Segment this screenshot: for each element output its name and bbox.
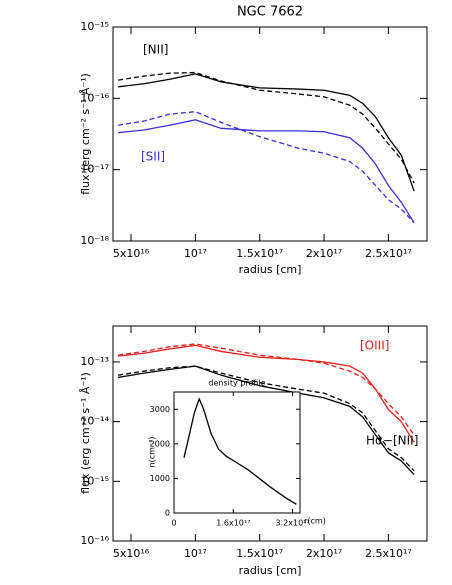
data-line	[118, 365, 415, 472]
y-tick-label: 0	[165, 509, 170, 518]
x-axis-label: r(cm)	[304, 517, 326, 526]
x-tick-label: 2x10¹⁷	[306, 247, 342, 260]
plot-frame	[112, 325, 428, 542]
x-tick-label: 1.6x10¹⁷	[216, 519, 250, 528]
y-axis-label: flux (erg cm⁻² s⁻¹ Å⁻¹)	[79, 73, 92, 195]
data-line	[183, 397, 297, 505]
y-tick-label: 2000	[150, 439, 170, 448]
data-line	[118, 343, 415, 436]
x-tick-label: 5x10¹⁶	[113, 247, 150, 260]
y-tick-label: 3000	[150, 405, 170, 414]
y-axis-label: n(cm⁻³)	[148, 437, 157, 468]
data-line	[118, 365, 415, 475]
plot-frame	[112, 26, 428, 242]
data-line	[118, 73, 415, 192]
x-tick-label: 5x10¹⁶	[113, 547, 150, 560]
y-tick-label: 10⁻¹⁵	[80, 20, 109, 33]
y-tick-label: 10⁻¹⁸	[80, 234, 109, 247]
x-tick-label: 1.5x10¹⁷	[236, 247, 283, 260]
y-axis-label: flux (erg cm⁻² s⁻¹ Å⁻¹)	[79, 372, 92, 494]
y-tick-label: 1000	[150, 474, 170, 483]
y-tick-label: 10⁻¹⁷	[80, 163, 109, 176]
annotation: [NII]	[143, 43, 168, 57]
chart-title: NGC 7662	[237, 5, 303, 20]
y-tick-label: 10⁻¹⁴	[80, 415, 109, 428]
annotation: [OIII]	[360, 339, 389, 353]
annotation: Hα−[NII]	[366, 434, 418, 448]
annotation: [SII]	[141, 150, 165, 164]
data-line	[118, 344, 415, 443]
y-tick-label: 10⁻¹⁵	[80, 474, 109, 487]
y-tick-label: 10⁻¹⁶	[80, 534, 109, 547]
x-tick-label: 2.5x10¹⁷	[365, 547, 412, 560]
x-tick-label: 3.2x10¹⁷	[276, 519, 310, 528]
x-tick-label: 2x10¹⁷	[306, 547, 342, 560]
y-tick-label: 10⁻¹³	[80, 355, 109, 368]
data-line	[118, 111, 415, 224]
y-tick-label: 10⁻¹⁶	[80, 91, 109, 104]
x-tick-label: 0	[171, 519, 176, 528]
chart-title: density profile	[208, 379, 265, 388]
x-axis-label: radius [cm]	[239, 263, 302, 276]
data-line	[118, 71, 415, 184]
plot-frame	[173, 391, 301, 514]
data-line	[118, 119, 415, 224]
x-axis-label: radius [cm]	[239, 564, 302, 577]
x-tick-label: 10¹⁷	[184, 547, 207, 560]
x-tick-label: 2.5x10¹⁷	[365, 247, 412, 260]
x-tick-label: 1.5x10¹⁷	[236, 547, 283, 560]
x-tick-label: 10¹⁷	[184, 247, 207, 260]
